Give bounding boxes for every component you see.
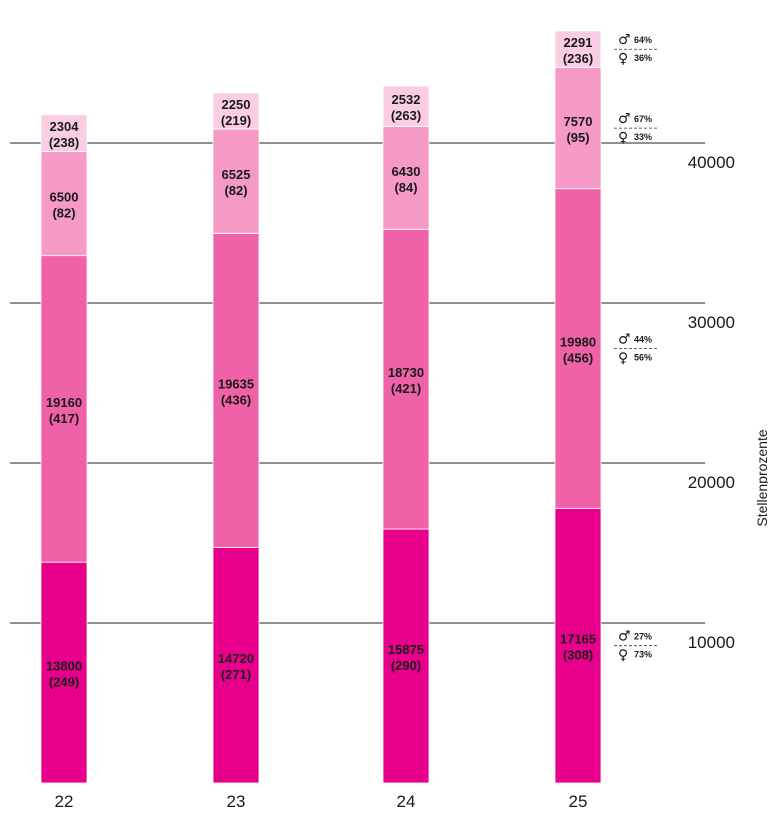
y-tick-label: 20000 — [688, 473, 735, 492]
female-symbol-icon: ♀ — [618, 130, 628, 146]
bar-segment — [40, 255, 88, 563]
gender-split-annotations: ♂ 27%♀ 73%♂ 44%♀ 56%♂ 67%♀ 33%♂ 64%♀ 36% — [614, 32, 658, 664]
bar-segment — [554, 188, 602, 509]
y-axis-ticks: 10000 20000 30000 40000 — [688, 153, 735, 652]
male-symbol-icon: ♂ — [618, 332, 631, 348]
female-symbol-icon: ♀ — [618, 351, 628, 367]
bar-segment — [212, 232, 260, 548]
male-percent: 64% — [634, 35, 652, 45]
female-percent: 33% — [634, 132, 652, 142]
bar-segment-label: 6525 (82) — [222, 167, 251, 198]
bar-segment-label: 17165 (308) — [560, 632, 596, 663]
male-percent: 27% — [634, 632, 652, 642]
bar-segment — [40, 151, 88, 257]
bar-segment — [382, 528, 430, 784]
male-symbol-icon: ♂ — [618, 111, 631, 127]
x-axis-categories: 22 23 24 25 — [55, 792, 588, 811]
female-symbol-icon: ♀ — [618, 51, 628, 67]
bar-segment — [554, 67, 602, 190]
bar-segment-label: 6500 (82) — [50, 190, 79, 221]
bar-segment-label: 2250 (219) — [221, 97, 251, 128]
bar-segment-label: 18730 (421) — [388, 365, 424, 396]
x-category-label: 24 — [397, 792, 416, 811]
bar-segment — [212, 92, 260, 130]
y-axis-title: Stellenprozente — [754, 429, 768, 527]
bar-segment-label: 19160 (417) — [46, 395, 82, 426]
female-percent: 73% — [634, 650, 652, 660]
y-tick-label: 40000 — [688, 153, 735, 172]
bar-segment — [382, 126, 430, 230]
bar-segment-label: 6430 (84) — [392, 164, 421, 195]
y-tick-label: 30000 — [688, 313, 735, 332]
bar-segment — [554, 507, 602, 784]
bar-segment — [40, 114, 88, 153]
bar-segment-label: 2291 (236) — [563, 35, 593, 66]
bar-segment-label: 19980 (456) — [560, 335, 596, 366]
male-symbol-icon: ♂ — [618, 629, 631, 645]
female-symbol-icon: ♀ — [618, 648, 628, 664]
x-category-label: 22 — [55, 792, 74, 811]
male-percent: 67% — [634, 114, 652, 124]
bar-segment-label: 7570 (95) — [564, 114, 593, 145]
x-category-label: 23 — [227, 792, 246, 811]
bar-segment-label: 2532 (263) — [391, 92, 421, 123]
bar-segment-label: 2304 (238) — [49, 119, 79, 150]
bar-segment — [40, 561, 88, 784]
male-symbol-icon: ♂ — [618, 32, 631, 48]
male-percent: 44% — [634, 335, 652, 345]
bar-segment — [212, 547, 260, 784]
bar-segment-label: 14720 (271) — [218, 651, 254, 682]
female-percent: 36% — [634, 53, 652, 63]
bar-segment-label: 19635 (436) — [218, 376, 254, 407]
bar-segment — [212, 128, 260, 234]
bars: 13800 (249) 19160 (417) 6500 (82) 2304 (238) 147… — [40, 30, 602, 784]
bar-segment — [382, 85, 430, 127]
x-category-label: 25 — [569, 792, 588, 811]
y-tick-label: 10000 — [688, 633, 735, 652]
bar-segment — [554, 30, 602, 68]
female-percent: 56% — [634, 353, 652, 363]
bar-segment-label: 15875 (290) — [388, 642, 424, 673]
bar-segment-label: 13800 (249) — [46, 659, 82, 690]
